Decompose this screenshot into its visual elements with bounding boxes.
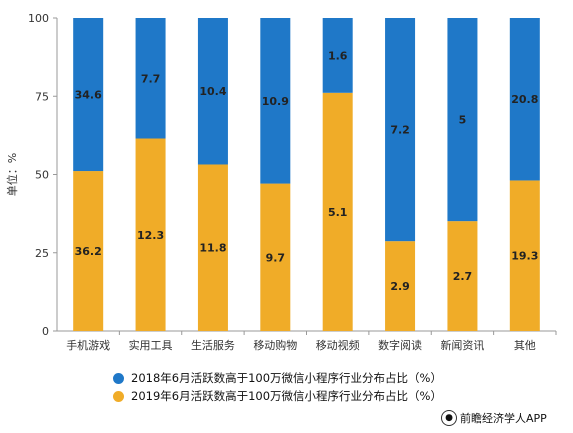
- y-axis-title: 单位：%: [5, 153, 19, 196]
- y-tick-label: 25: [35, 247, 49, 260]
- bar-2018: [260, 18, 291, 184]
- legend-swatch-2019: [113, 390, 124, 402]
- data-label-2019: 2.9: [390, 280, 410, 293]
- data-label-2018: 7.2: [390, 124, 410, 137]
- data-label-2018: 5: [459, 114, 467, 127]
- bar-2018: [135, 18, 166, 139]
- x-tick-label: 其他: [514, 339, 536, 352]
- data-label-2019: 2.7: [453, 270, 473, 283]
- data-label-2018: 10.4: [199, 85, 226, 98]
- x-tick-label: 移动购物: [253, 338, 297, 352]
- y-tick-label: 0: [42, 325, 49, 338]
- data-labels: 34.6 36.2 7.7 12.3 10.4 11.8 10.9 9.7 1.6 5.1 7.2 2…: [75, 49, 539, 293]
- data-label-2019: 19.3: [511, 250, 538, 263]
- legend-label-2019: 2019年6月活跃数高于100万微信小程序行业分布占比（%）: [131, 389, 442, 403]
- bar-2018: [447, 18, 478, 222]
- x-tick-label: 生活服务: [191, 338, 235, 352]
- bar-2018: [322, 18, 353, 93]
- bar-2018: [197, 18, 228, 165]
- bar-2019: [197, 164, 228, 331]
- y-tick-label: 50: [35, 169, 49, 182]
- source-text: 前瞻经济学人APP: [460, 412, 547, 425]
- x-tick-label: 移动视频: [316, 338, 360, 352]
- data-label-2019: 11.8: [199, 242, 226, 255]
- bar-2019: [73, 171, 104, 331]
- bar-2019: [135, 138, 166, 331]
- x-tick-label: 手机游戏: [66, 338, 110, 352]
- data-label-2019: 9.7: [266, 251, 286, 264]
- data-label-2018: 10.9: [262, 95, 289, 108]
- bar-2019: [385, 241, 416, 331]
- legend: 2018年6月活跃数高于100万微信小程序行业分布占比（%） 2019年6月活跃…: [113, 369, 442, 405]
- legend-swatch-2018: [113, 372, 124, 384]
- data-label-2018: 34.6: [75, 89, 102, 102]
- bar-2018: [73, 18, 104, 172]
- data-label-2018: 1.6: [328, 49, 348, 62]
- circle-logo-icon: ●: [441, 410, 457, 426]
- data-label-2019: 12.3: [137, 229, 164, 242]
- x-tick-label: 实用工具: [129, 338, 173, 352]
- y-tick-label: 75: [35, 90, 49, 103]
- bar-2018: [385, 18, 416, 242]
- x-tick-label: 新闻资讯: [440, 338, 484, 352]
- source-credit: ● 前瞻经济学人APP: [441, 410, 547, 426]
- bar-2019: [509, 180, 540, 331]
- y-tick-label: 100: [28, 12, 49, 25]
- data-label-2018: 7.7: [141, 72, 161, 85]
- legend-item-2018: 2018年6月活跃数高于100万微信小程序行业分布占比（%）: [113, 369, 442, 387]
- bar-2018: [509, 18, 540, 181]
- x-tick-label: 数字阅读: [378, 338, 422, 352]
- bar-2019: [322, 92, 353, 331]
- bars: [73, 18, 540, 331]
- legend-label-2018: 2018年6月活跃数高于100万微信小程序行业分布占比（%）: [131, 371, 442, 385]
- bar-2019: [447, 221, 478, 331]
- data-label-2019: 36.2: [75, 245, 102, 258]
- data-label-2019: 5.1: [328, 206, 348, 219]
- legend-item-2019: 2019年6月活跃数高于100万微信小程序行业分布占比（%）: [113, 387, 442, 405]
- data-label-2018: 20.8: [511, 93, 538, 106]
- axes: 0 25 50 75 100 单位：% 手机游戏 实用工具 生活服务 移动购物 移动视频 数字阅读 新闻…: [5, 12, 557, 352]
- bar-2019: [260, 183, 291, 331]
